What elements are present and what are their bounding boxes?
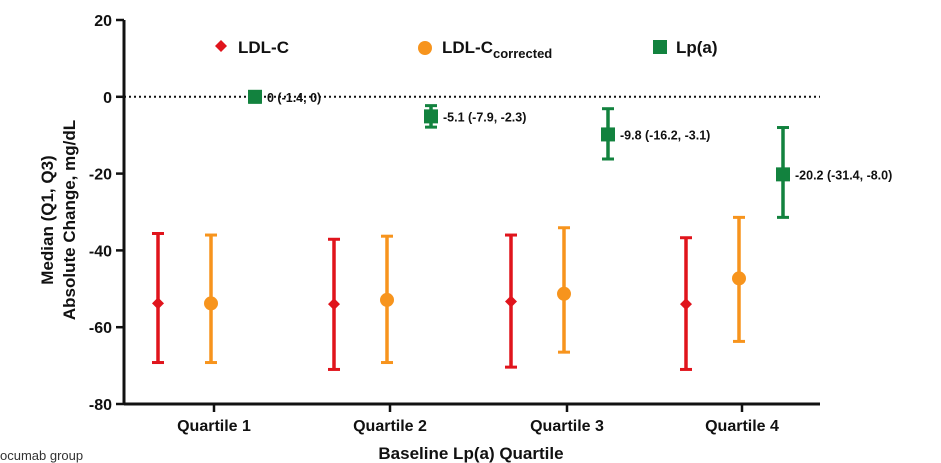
y-tick-label: 20	[94, 13, 112, 30]
legend-label-main: LDL-C	[442, 38, 493, 57]
data-point-square	[248, 89, 262, 104]
data-point-square	[424, 109, 438, 124]
y-tick-label: 0	[103, 90, 112, 107]
data-label: -9.8 (-16.2, -3.1)	[620, 128, 710, 142]
data-marks: 0 (-1.4, 0) -5.1 (-7.9, -2.3) -9.8 (-16.2,…	[152, 89, 892, 371]
legend-item-lp-a: Lp(a)	[653, 38, 718, 57]
x-tick-label: Quartile 2	[353, 418, 427, 435]
x-tick-label: Quartile 4	[705, 418, 779, 435]
data-label: -20.2 (-31.4, -8.0)	[795, 168, 892, 182]
data-label: 0 (-1.4, 0)	[267, 91, 321, 105]
legend-item-ldl-c-corrected: LDL-Ccorrected	[418, 38, 552, 61]
x-axis-title: Baseline Lp(a) Quartile	[378, 444, 563, 463]
series-lp-a: 0 (-1.4, 0) -5.1 (-7.9, -2.3) -9.8 (-16.2,…	[248, 89, 892, 219]
y-tick-label: -80	[89, 397, 112, 414]
legend-label-lp-a: Lp(a)	[676, 38, 718, 57]
legend: LDL-C LDL-Ccorrected Lp(a)	[215, 38, 718, 61]
y-tick-label: -60	[89, 320, 112, 337]
legend-marker-circle-icon	[418, 41, 432, 55]
y-axis-title-line1: Median (Q1, Q3)	[38, 155, 57, 284]
data-point-circle	[204, 296, 218, 311]
series-ldl-c	[152, 232, 692, 371]
x-tick-label: Quartile 3	[530, 418, 604, 435]
data-point-diamond	[328, 298, 340, 311]
data-point-diamond	[505, 295, 517, 308]
legend-label-ldl-c: LDL-C	[238, 38, 289, 57]
data-label: -5.1 (-7.9, -2.3)	[443, 110, 526, 124]
figure-caption-fragment: ocumab group	[0, 448, 84, 463]
legend-label-subscript: corrected	[493, 46, 552, 61]
data-point-circle	[557, 286, 571, 301]
data-point-square	[601, 127, 615, 142]
data-point-diamond	[152, 297, 164, 310]
legend-item-ldl-c: LDL-C	[215, 38, 289, 57]
x-tick-label: Quartile 1	[177, 418, 251, 435]
y-axis-title-line2: Absolute Change, mg/dL	[60, 120, 79, 320]
data-point-diamond	[680, 298, 692, 311]
y-tick-label: -20	[89, 167, 112, 184]
series-ldl-c-corrected	[204, 215, 746, 365]
axes: 20 0 -20 -40 -60 -80 Quartile 1 Quartile 2 Quart…	[89, 13, 820, 435]
legend-label-ldl-c-corrected: LDL-Ccorrected	[442, 38, 552, 61]
data-point-square	[776, 167, 790, 182]
data-point-circle	[732, 271, 746, 286]
legend-marker-square-icon	[653, 40, 667, 54]
data-point-circle	[380, 292, 394, 307]
legend-marker-diamond-icon	[215, 40, 227, 52]
y-tick-label: -40	[89, 243, 112, 260]
